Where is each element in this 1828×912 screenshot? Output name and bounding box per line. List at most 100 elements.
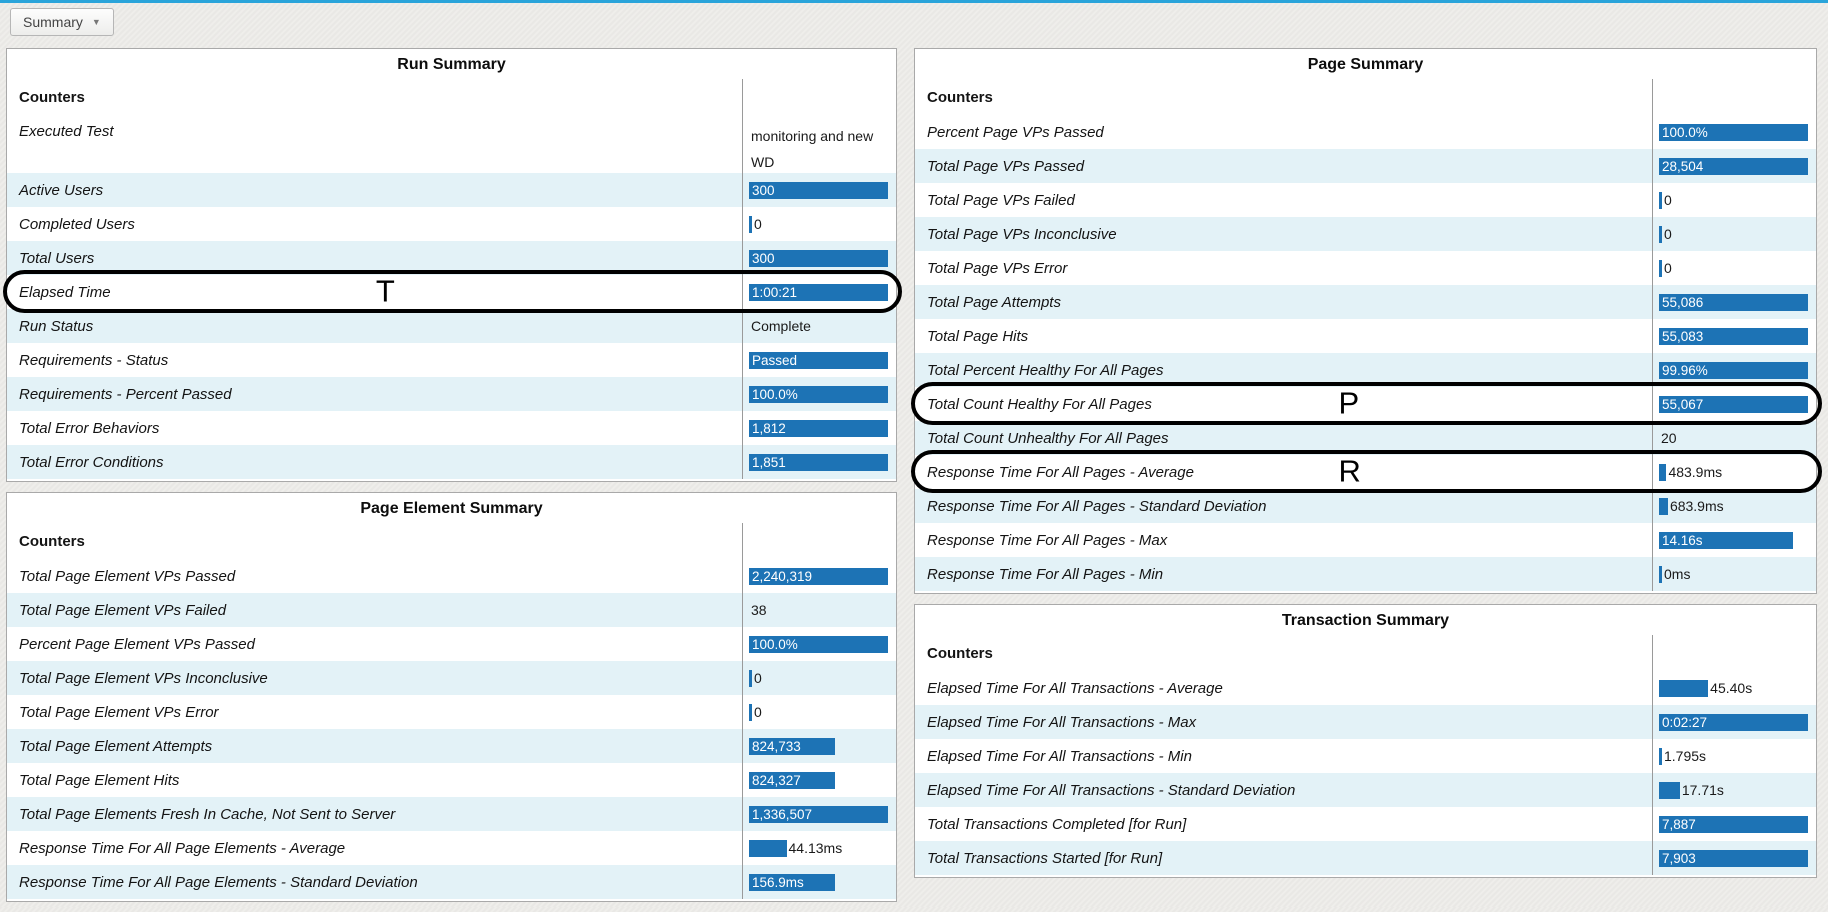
panel-title: Run Summary — [397, 56, 506, 73]
counter-label: Total Count Unhealthy For All Pages — [927, 429, 1169, 447]
value-text: 17.71s — [1681, 782, 1724, 798]
value-text: 38 — [751, 602, 767, 618]
zero-value-tick — [1659, 225, 1662, 243]
counter-value-cell: 300 — [742, 173, 896, 207]
value-bar: 1,851 — [749, 453, 888, 471]
counters-header: Counters — [19, 88, 85, 106]
summary-row: Total Page VPs Inconclusive 0 — [915, 217, 1816, 251]
counter-value-cell: 824,327 — [742, 763, 896, 797]
counter-label: Total Page Element VPs Error — [19, 703, 219, 721]
right-column: Page Summary Counters Percent Page VPs Pas… — [911, 48, 1822, 888]
counters-header: Counters — [927, 644, 993, 662]
summary-row: Total Page Element VPs Failed 38 — [7, 593, 896, 627]
value-column-header — [1652, 635, 1816, 671]
summary-row: Total Percent Healthy For All Pages 99.96… — [915, 353, 1816, 387]
counter-value-cell: 1,851 — [742, 445, 896, 479]
panel-run-summary: Run Summary Counters Executed Test monitori… — [3, 48, 902, 482]
summary-row: Elapsed Time For All Transactions - Stan… — [915, 773, 1816, 807]
summary-row: Total Page VPs Failed 0 — [915, 183, 1816, 217]
counter-label: Total Transactions Completed [for Run] — [927, 815, 1187, 833]
value-text: 483.9ms — [1668, 464, 1723, 480]
value-bar — [1659, 679, 1709, 697]
browser-edge-line — [0, 0, 1828, 3]
value-bar: 100.0% — [749, 635, 888, 653]
counter-value-cell: 44.13ms — [742, 831, 896, 865]
top-toolbar: Summary ▼ — [0, 3, 1828, 45]
counter-value-cell: 0 — [742, 695, 896, 729]
summary-row: Active Users 300 — [7, 173, 896, 207]
summary-row: Response Time For All Pages - Min 0ms — [915, 557, 1816, 591]
summary-row: Requirements - Percent Passed 100.0% — [7, 377, 896, 411]
value-column-header — [1652, 79, 1816, 115]
counter-value-cell: 20 — [1652, 421, 1816, 455]
zero-value-tick — [749, 215, 752, 233]
summary-row: Total Page Hits 55,083 — [915, 319, 1816, 353]
counter-label: Total Page VPs Error — [927, 259, 1068, 277]
counter-label: Total Page VPs Passed — [927, 157, 1085, 175]
value-column-header — [742, 79, 896, 115]
counter-label: Response Time For All Pages - Max — [927, 531, 1168, 549]
zero-value-tick — [1659, 747, 1662, 765]
counter-label: Requirements - Percent Passed — [19, 385, 232, 403]
counter-value-cell: 683.9ms — [1652, 489, 1816, 523]
counter-value-cell: 55,067 — [1652, 387, 1816, 421]
counter-label: Total Percent Healthy For All Pages — [927, 361, 1164, 379]
annotation-letter-R: R — [1338, 453, 1361, 489]
summary-row: Requirements - Status Passed — [7, 343, 896, 377]
counter-label: Percent Page VPs Passed — [927, 123, 1104, 141]
counter-value-cell: 0 — [742, 207, 896, 241]
counter-value-cell: 0 — [742, 661, 896, 695]
value-bar: Passed — [749, 351, 888, 369]
counter-value-cell: 0:02:27 — [1652, 705, 1816, 739]
summary-row: Total Page VPs Passed 28,504 — [915, 149, 1816, 183]
panel-title: Transaction Summary — [1281, 612, 1450, 629]
counter-label: Requirements - Status — [19, 351, 169, 369]
counter-value-cell: 300 — [742, 241, 896, 275]
value-text: 45.40s — [1710, 680, 1753, 696]
counter-label: Executed Test — [19, 123, 114, 140]
value-bar: 55,086 — [1659, 293, 1808, 311]
summary-row: Total Page Element VPs Passed 2,240,319 — [7, 559, 896, 593]
zero-value-tick — [1659, 259, 1662, 277]
summary-row: Elapsed Time 1:00:21 T — [3, 270, 902, 313]
counter-label: Total Page VPs Inconclusive — [927, 225, 1117, 243]
summary-row: Response Time For All Pages - Max 14.16s — [915, 523, 1816, 557]
counter-label: Total Page Element VPs Inconclusive — [19, 669, 268, 687]
panel-title: Page Summary — [1307, 56, 1424, 73]
value-bar: 156.9ms — [749, 873, 836, 891]
summary-row: Total Error Conditions 1,851 — [7, 445, 896, 479]
summary-row: Response Time For All Page Elements - St… — [7, 865, 896, 899]
counter-label: Total Transactions Started [for Run] — [927, 849, 1163, 867]
summary-row: Elapsed Time For All Transactions - Aver… — [915, 671, 1816, 705]
counter-label: Run Status — [19, 317, 94, 335]
counter-label: Total Users — [19, 249, 95, 267]
counters-header-row: Counters — [915, 79, 1816, 115]
counter-label: Response Time For All Pages - Average — [927, 463, 1194, 481]
panel-page-summary: Page Summary Counters Percent Page VPs Pas… — [911, 48, 1822, 594]
counters-header-row: Counters — [7, 79, 896, 115]
counter-label: Total Page Element VPs Passed — [19, 567, 236, 585]
counter-label: Total Page Element Attempts — [19, 737, 213, 755]
counter-value-cell: 0ms — [1652, 557, 1816, 591]
counter-label: Total Page Attempts — [927, 293, 1061, 311]
value-bar: 7,903 — [1659, 849, 1808, 867]
value-bar: 7,887 — [1659, 815, 1808, 833]
left-column: Run Summary Counters Executed Test monitori… — [3, 48, 902, 912]
counter-label: Elapsed Time For All Transactions - Max — [927, 713, 1197, 731]
summary-row: Total Page Attempts 55,086 — [915, 285, 1816, 319]
summary-row: Total Transactions Completed [for Run] 7,… — [915, 807, 1816, 841]
counter-value-cell: Passed — [742, 343, 896, 377]
summary-dropdown-button[interactable]: Summary ▼ — [10, 8, 114, 36]
value-text: 683.9ms — [1669, 498, 1724, 514]
counters-header-row: Counters — [915, 635, 1816, 671]
value-bar: 0:02:27 — [1659, 713, 1808, 731]
value-text: 0 — [754, 704, 762, 720]
zero-value-tick — [1659, 565, 1662, 583]
summary-row: Total Page Element Hits 824,327 — [7, 763, 896, 797]
summary-row: Executed Test monitoring and new WD — [7, 115, 896, 173]
counter-label: Elapsed Time For All Transactions - Aver… — [927, 679, 1223, 697]
value-bar: 99.96% — [1659, 361, 1808, 379]
value-bar — [1659, 497, 1668, 515]
counter-value-cell: 1,336,507 — [742, 797, 896, 831]
counter-value-cell: 0 — [1652, 217, 1816, 251]
